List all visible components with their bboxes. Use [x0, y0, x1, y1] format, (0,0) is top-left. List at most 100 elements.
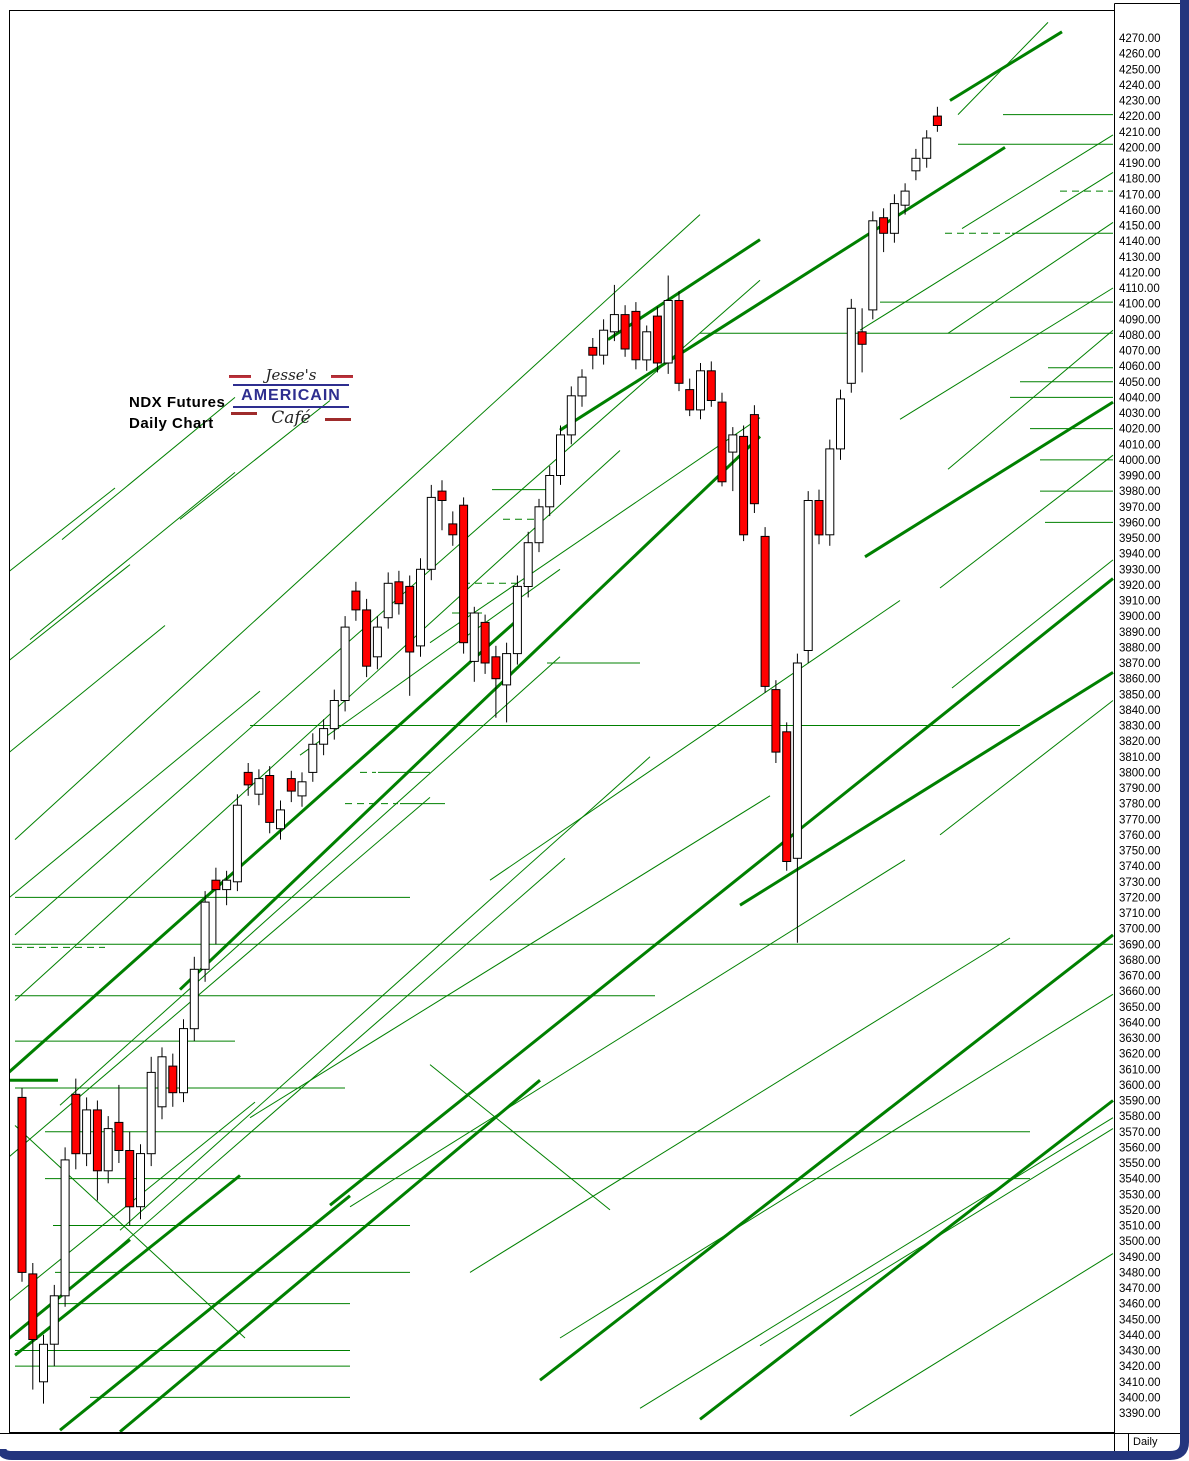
trendline [10, 625, 166, 753]
price-axis-label: 3730.00 [1119, 877, 1161, 889]
price-axis-label: 3490.00 [1119, 1252, 1161, 1264]
candle-up [534, 506, 544, 544]
price-axis-label: 3560.00 [1119, 1142, 1161, 1154]
price-axis-label: 3470.00 [1119, 1283, 1161, 1295]
candle-down [749, 414, 759, 505]
logo-script-top: Jesse's [229, 366, 353, 384]
price-axis-label: 3440.00 [1119, 1330, 1161, 1342]
price-axis-label: 3720.00 [1119, 892, 1161, 904]
plot-area[interactable] [0, 22, 1114, 1432]
price-axis-label: 4210.00 [1119, 127, 1161, 139]
candle-up [556, 434, 565, 476]
candle-down [125, 1150, 135, 1208]
price-axis-label: 3800.00 [1119, 767, 1161, 779]
price-axis-label: 4140.00 [1119, 236, 1161, 248]
chart-subtitle: Daily Chart [129, 415, 214, 432]
candle-up [136, 1153, 145, 1208]
candle-up [200, 901, 210, 970]
price-axis-label: 4120.00 [1119, 267, 1161, 279]
price-axis-label: 4260.00 [1119, 49, 1161, 61]
candle-up [868, 220, 878, 311]
candle-up [60, 1159, 70, 1297]
candle-down [405, 585, 415, 653]
candle-down [362, 609, 372, 667]
trendline [59, 656, 561, 1106]
candle-down [631, 310, 641, 361]
candle-down [685, 389, 695, 411]
price-axis-label: 4190.00 [1119, 158, 1161, 170]
price-axis-label: 4040.00 [1119, 392, 1161, 404]
price-axis-label: 4230.00 [1119, 96, 1161, 108]
trendline [559, 146, 1006, 432]
price-axis-label: 3970.00 [1119, 502, 1161, 514]
candle-down [782, 731, 792, 862]
candle-up [523, 542, 533, 588]
price-axis-label: 3820.00 [1119, 736, 1161, 748]
candle-up [502, 653, 512, 686]
candle-up [728, 434, 738, 453]
price-axis-label: 4200.00 [1119, 142, 1161, 154]
candle-up [792, 662, 802, 859]
price-axis-label: 3920.00 [1119, 580, 1161, 592]
trendline [61, 397, 236, 540]
price-axis-label: 4160.00 [1119, 205, 1161, 217]
price-axis-label: 3590.00 [1119, 1096, 1161, 1108]
price-axis-label: 3890.00 [1119, 627, 1161, 639]
trendline [849, 1253, 1114, 1417]
price-axis-label: 3700.00 [1119, 924, 1161, 936]
trendline [961, 134, 1114, 230]
candle-up [308, 743, 318, 773]
price-axis-label: 3580.00 [1119, 1111, 1161, 1123]
candle-down [243, 771, 253, 786]
price-axis-label: 4270.00 [1119, 33, 1161, 45]
price-axis-label: 3510.00 [1119, 1221, 1161, 1233]
candle-down [717, 401, 727, 483]
candle-down [879, 217, 889, 234]
trendline [739, 671, 1114, 907]
price-axis-label: 3780.00 [1119, 799, 1161, 811]
trendline [859, 171, 1114, 331]
trendline [179, 400, 331, 520]
candle-down [286, 778, 296, 792]
candle-up [696, 370, 705, 411]
trendline [939, 454, 1114, 589]
price-axis-label: 3710.00 [1119, 908, 1161, 920]
price-axis-label: 4150.00 [1119, 221, 1161, 233]
candle-down [771, 689, 781, 753]
price-axis-label: 3550.00 [1119, 1158, 1161, 1170]
price-axis-label: 4080.00 [1119, 330, 1161, 342]
candle-down [588, 346, 598, 356]
logo-red-bar-icon [231, 412, 257, 415]
chart-title: NDX Futures [129, 394, 226, 411]
price-axis-label: 3620.00 [1119, 1049, 1161, 1061]
price-axis-label: 4220.00 [1119, 111, 1161, 123]
price-axis-label: 3570.00 [1119, 1127, 1161, 1139]
price-axis-label: 3760.00 [1119, 830, 1161, 842]
price-axis-label: 3750.00 [1119, 846, 1161, 858]
price-axis-label: 3540.00 [1119, 1174, 1161, 1186]
price-axis-label: 4020.00 [1119, 424, 1161, 436]
price-axis-label: 3390.00 [1119, 1408, 1161, 1420]
candle-down [480, 621, 490, 664]
jesses-americain-cafe-logo: Jesse's AMERICAIN Café [229, 366, 353, 428]
price-axis-label: 4060.00 [1119, 361, 1161, 373]
logo-red-bar-icon [331, 375, 353, 378]
price-axis-label: 3790.00 [1119, 783, 1161, 795]
candle-down [28, 1273, 38, 1341]
candle-up [609, 314, 619, 333]
price-axis-label: 3980.00 [1119, 486, 1161, 498]
price-axis-label: 3530.00 [1119, 1189, 1161, 1201]
price-axis-label: 3520.00 [1119, 1205, 1161, 1217]
price-axis-label: 3950.00 [1119, 533, 1161, 545]
candle-up [276, 809, 285, 830]
candle-up [512, 585, 522, 655]
trendline [947, 221, 1114, 334]
price-axis-label: 3670.00 [1119, 971, 1161, 983]
price-axis-label: 3770.00 [1119, 814, 1161, 826]
price-axis-label: 4240.00 [1119, 80, 1161, 92]
logo-script-bottom: Café [231, 408, 351, 428]
candle-up [545, 475, 555, 508]
